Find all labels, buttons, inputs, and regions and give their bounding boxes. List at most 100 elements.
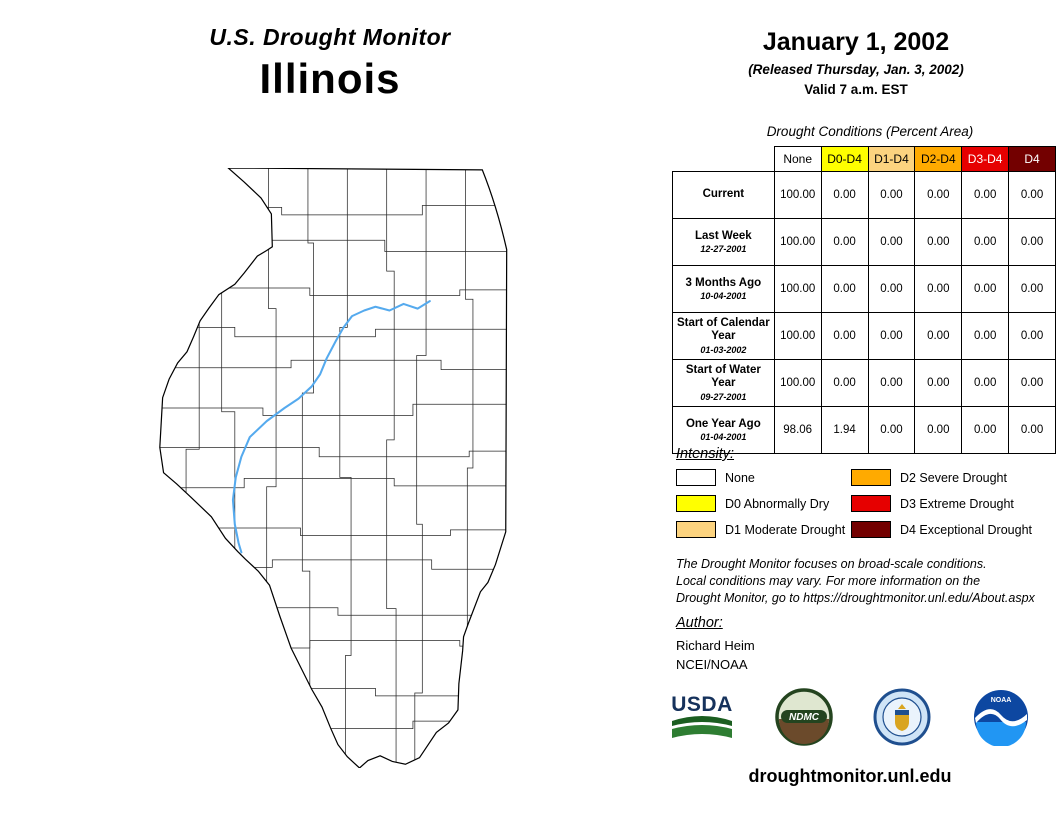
map-date: January 1, 2002 — [762, 28, 950, 56]
legend-swatch — [676, 521, 716, 538]
value-cell: 100.00 — [773, 265, 822, 313]
value-cell: 0.00 — [1008, 406, 1056, 454]
legend-title: Intensity: — [676, 446, 735, 462]
ndmc-logo: NDMC — [774, 688, 833, 746]
value-cell: 0.00 — [820, 265, 869, 313]
value-cell: 0.00 — [961, 171, 1010, 219]
footer-url[interactable]: droughtmonitor.unl.edu — [748, 766, 952, 786]
disclaimer-line: Local conditions may vary. For more info… — [676, 573, 981, 588]
intensity-legend: None D0 Abnormally Dry D1 Moderate Drought… — [676, 469, 1032, 547]
author-org: NCEI/NOAA — [676, 657, 748, 672]
released-date: (Released Thursday, Jan. 3, 2002) — [748, 62, 964, 77]
column-header-none: None — [773, 146, 822, 172]
noaa-logo: NOAA — [972, 688, 1030, 746]
legend-item: D3 Extreme Drought — [850, 495, 1032, 512]
author-name: Richard Heim — [676, 638, 755, 653]
row-label: One Year Ago 01-04-2001 — [672, 406, 775, 454]
legend-col-2: D2 Severe Drought D3 Extreme Drought D4 Ex… — [850, 469, 1032, 547]
table-title: Drought Conditions (Percent Area) — [766, 124, 974, 139]
drought-conditions-table: None D0-D4 D1-D4 D2-D4 D3-D4 D4 Current 100.00… — [672, 146, 1056, 454]
state-fill — [159, 168, 507, 768]
value-cell: 1.94 — [820, 406, 869, 454]
value-cell: 0.00 — [867, 406, 916, 454]
column-header-d4: D4 — [1008, 146, 1056, 172]
program-title: U.S. Drought Monitor — [209, 24, 451, 50]
column-header-d2-d4: D2-D4 — [914, 146, 963, 172]
valid-time: Valid 7 a.m. EST — [804, 82, 908, 97]
commerce-seal-logo — [873, 688, 931, 746]
value-cell: 0.00 — [867, 265, 916, 313]
value-cell: 98.06 — [773, 406, 822, 454]
value-cell: 100.00 — [773, 218, 822, 266]
value-cell: 0.00 — [914, 359, 963, 407]
date-block: January 1, 2002 (Released Thursday, Jan.… — [670, 28, 1042, 97]
value-cell: 0.00 — [820, 218, 869, 266]
legend-label: D0 Abnormally Dry — [725, 496, 830, 511]
value-cell: 0.00 — [1008, 312, 1056, 360]
noaa-seal-icon: NOAA — [973, 690, 1028, 746]
value-cell: 100.00 — [773, 171, 822, 219]
legend-item: None — [676, 469, 851, 486]
value-cell: 0.00 — [867, 171, 916, 219]
ndmc-seal-icon: NDMC — [774, 688, 833, 746]
column-header-d3-d4: D3-D4 — [961, 146, 1010, 172]
row-label: Current — [672, 171, 775, 219]
table-row: Last Week 12-27-2001 100.00 0.00 0.00 0.00 0.0… — [672, 218, 1056, 266]
value-cell: 0.00 — [867, 359, 916, 407]
state-name: Illinois — [259, 55, 401, 102]
state-outline — [159, 168, 508, 768]
legend-label: D1 Moderate Drought — [725, 522, 846, 537]
river-line — [231, 300, 431, 554]
table-corner-cell — [673, 147, 775, 172]
disclaimer-line: Drought Monitor, go to https://droughtmo… — [676, 590, 1035, 605]
usda-swoosh-icon — [672, 715, 732, 738]
legend-col-1: None D0 Abnormally Dry D1 Moderate Drought — [676, 469, 851, 547]
value-cell: 0.00 — [961, 312, 1010, 360]
column-header-d0-d4: D0-D4 — [820, 146, 869, 172]
legend-swatch — [850, 521, 891, 538]
table-row: One Year Ago 01-04-2001 98.06 1.94 0.00 0.00 0… — [672, 406, 1056, 454]
value-cell: 0.00 — [914, 265, 963, 313]
table-row: Start of Calendar Year 01-03-2002 100.00 0.… — [672, 312, 1056, 360]
value-cell: 0.00 — [961, 406, 1010, 454]
value-cell: 0.00 — [1008, 359, 1056, 407]
value-cell: 0.00 — [914, 312, 963, 360]
ndmc-logo-text: NDMC — [789, 712, 820, 723]
legend-item: D2 Severe Drought — [850, 469, 1032, 486]
legend-item: D0 Abnormally Dry — [676, 495, 851, 512]
legend-item: D1 Moderate Drought — [676, 521, 851, 538]
report-title-block: U.S. Drought Monitor Illinois — [110, 24, 550, 103]
table-row: Start of Water Year 09-27-2001 100.00 0.00 0… — [672, 359, 1056, 407]
column-header-d1-d4: D1-D4 — [867, 146, 916, 172]
value-cell: 0.00 — [867, 312, 916, 360]
county-boundaries — [159, 168, 507, 768]
value-cell: 0.00 — [961, 359, 1010, 407]
legend-item: D4 Exceptional Drought — [850, 521, 1032, 538]
commerce-seal-icon — [873, 688, 931, 746]
disclaimer-text: The Drought Monitor focuses on broad-sca… — [676, 556, 1035, 606]
illinois-map — [150, 168, 554, 768]
legend-swatch — [850, 495, 891, 512]
table-row: 3 Months Ago 10-04-2001 100.00 0.00 0.00 0.00… — [672, 265, 1056, 313]
legend-label: None — [725, 470, 755, 485]
usda-logo-text: USDA — [671, 692, 733, 716]
legend-swatch — [850, 469, 891, 486]
value-cell: 0.00 — [914, 171, 963, 219]
drought-table-body: Current 100.00 0.00 0.00 0.00 0.00 0.00 Last We… — [672, 171, 1056, 454]
noaa-logo-text: NOAA — [991, 697, 1012, 704]
legend-swatch — [676, 469, 716, 486]
usda-logo: USDA — [670, 694, 734, 741]
disclaimer-line: The Drought Monitor focuses on broad-sca… — [676, 557, 987, 571]
value-cell: 0.00 — [961, 265, 1010, 313]
legend-label: D4 Exceptional Drought — [899, 522, 1032, 537]
agency-logos: USDA NDMC — [670, 688, 1030, 746]
drought-table-head-row: None D0-D4 D1-D4 D2-D4 D3-D4 D4 — [673, 146, 1056, 172]
row-label: 3 Months Ago 10-04-2001 — [672, 265, 775, 313]
value-cell: 0.00 — [914, 406, 963, 454]
table-row: Current 100.00 0.00 0.00 0.00 0.00 0.00 — [672, 171, 1056, 219]
value-cell: 0.00 — [1008, 265, 1056, 313]
value-cell: 0.00 — [820, 312, 869, 360]
value-cell: 0.00 — [1008, 171, 1056, 219]
legend-swatch — [676, 495, 716, 512]
